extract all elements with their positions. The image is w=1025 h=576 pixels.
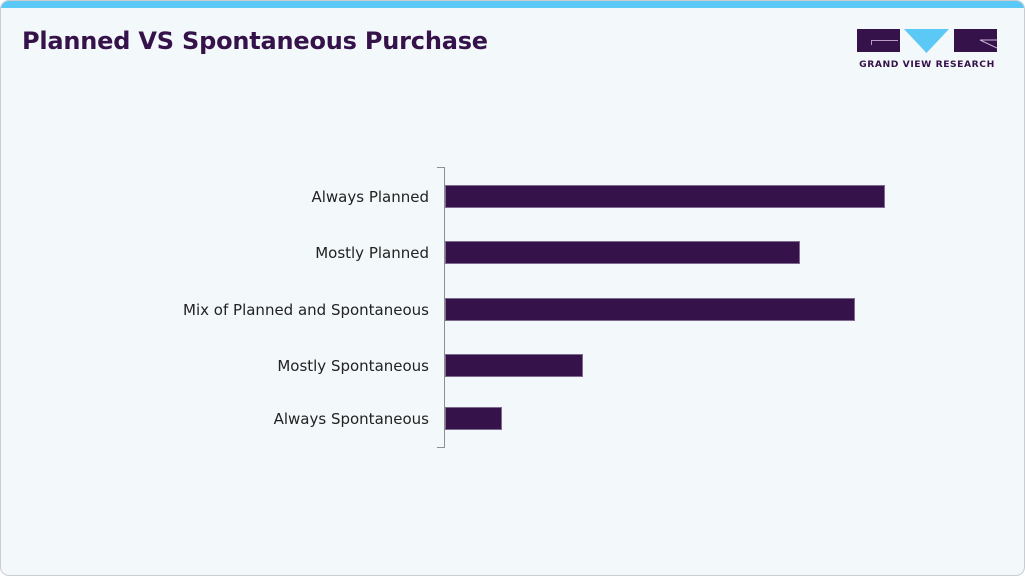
bar-row: Mostly Planned <box>1 241 1024 265</box>
bar-mix-planned-spontaneous[interactable] <box>445 298 855 321</box>
bar-row: Always Planned <box>1 185 1024 209</box>
bar-row: Mostly Spontaneous <box>1 354 1024 378</box>
bar-mostly-planned[interactable] <box>445 241 800 264</box>
page-title: Planned VS Spontaneous Purchase <box>22 27 488 55</box>
logo-r-block-icon <box>954 29 997 52</box>
logo-g-mark <box>871 40 898 41</box>
category-label: Mostly Spontaneous <box>277 357 429 375</box>
category-label: Always Spontaneous <box>273 410 429 428</box>
bar-row: Always Spontaneous <box>1 407 1024 431</box>
accent-top-bar <box>1 1 1024 8</box>
bar-mostly-spontaneous[interactable] <box>445 354 583 377</box>
bar-always-planned[interactable] <box>445 185 885 208</box>
logo-g-mark-stem <box>871 40 872 45</box>
category-label: Always Planned <box>311 188 429 206</box>
y-axis-tick-top <box>437 167 445 168</box>
y-axis-line <box>444 167 445 447</box>
grand-view-research-logo: GRAND VIEW RESEARCH <box>856 28 998 73</box>
logo-r-mark <box>979 39 997 49</box>
category-label: Mix of Planned and Spontaneous <box>183 301 429 319</box>
logo-v-triangle-icon <box>904 29 949 53</box>
y-axis-tick-bottom <box>437 447 445 448</box>
category-label: Mostly Planned <box>315 244 429 262</box>
bar-row: Mix of Planned and Spontaneous <box>1 298 1024 322</box>
logo-brand-text: GRAND VIEW RESEARCH <box>859 59 995 70</box>
bar-always-spontaneous[interactable] <box>445 407 502 430</box>
